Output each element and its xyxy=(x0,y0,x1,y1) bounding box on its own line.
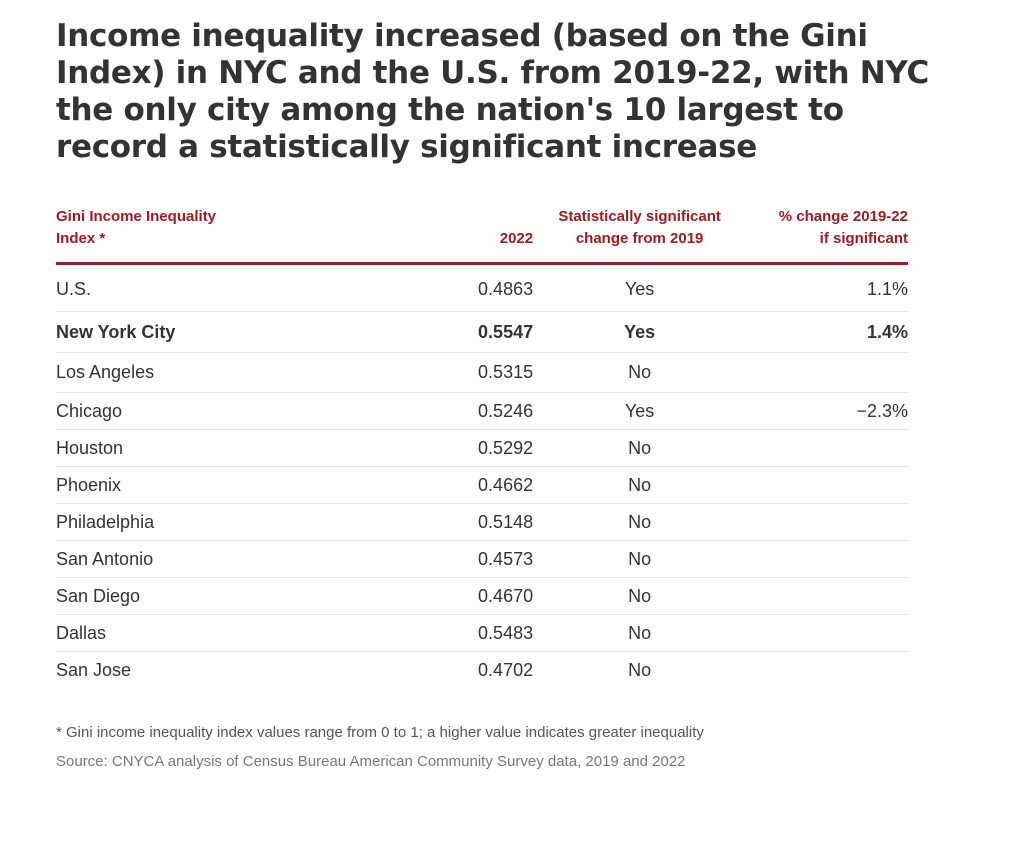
cell-significant: No xyxy=(533,466,747,504)
cell-name: Los Angeles xyxy=(56,352,312,393)
header-pct-line1: % change 2019-22 xyxy=(778,208,908,225)
header-sig-line1: Statistically significant xyxy=(558,208,721,225)
cell-pct-change: 1.1% xyxy=(746,263,908,312)
footnote: * Gini income inequality index values ra… xyxy=(56,724,704,741)
table-row: Philadelphia 0.5148 No xyxy=(56,503,908,541)
cell-pct-change xyxy=(746,503,908,541)
cell-value: 0.5246 xyxy=(311,392,534,430)
cell-pct-change xyxy=(746,466,908,504)
cell-pct-change xyxy=(746,614,908,652)
cell-significant: No xyxy=(628,659,652,680)
cell-pct-change xyxy=(746,577,908,615)
table-row: San Diego 0.4670 No xyxy=(56,577,908,615)
cell-value: 0.4702 xyxy=(478,659,534,680)
table-row: Phoenix 0.4662 No xyxy=(56,466,908,504)
header-sig-line2: change from 2019 xyxy=(575,230,704,247)
header-pct-line2: if significant xyxy=(819,230,908,247)
cell-name: U.S. xyxy=(56,263,312,312)
cell-significant: No xyxy=(533,614,747,652)
table-row: San Jose 0.4702 No xyxy=(56,652,908,689)
cell-pct-change xyxy=(746,429,908,467)
header-row: Gini Income Inequality Index * 2022 Stat… xyxy=(56,206,908,265)
header-name-line2: Index * xyxy=(56,230,106,247)
cell-significant: Yes xyxy=(533,263,747,312)
cell-significant: No xyxy=(533,352,747,393)
cell-name: Chicago xyxy=(56,392,312,430)
cell-pct-change xyxy=(746,540,908,578)
cell-significant: No xyxy=(533,577,747,615)
table-row: U.S. 0.4863 Yes 1.1% xyxy=(56,263,908,312)
cell-significant: No xyxy=(533,429,747,467)
cell-value: 0.4863 xyxy=(311,263,534,312)
cell-pct-change: −2.3% xyxy=(746,392,908,430)
cell-value: 0.5148 xyxy=(311,503,534,541)
cell-name: San Antonio xyxy=(56,540,312,578)
gini-table: Gini Income Inequality Index * 2022 Stat… xyxy=(56,206,908,688)
table-row: San Antonio 0.4573 No xyxy=(56,540,908,578)
table-row: Chicago 0.5246 Yes −2.3% xyxy=(56,392,908,430)
table-row: Dallas 0.5483 No xyxy=(56,614,908,652)
cell-value: 0.5315 xyxy=(311,352,534,393)
notes: * Gini income inequality index values ra… xyxy=(56,718,956,776)
header-value: 2022 xyxy=(311,206,534,265)
source-note: Source: CNYCA analysis of Census Bureau … xyxy=(56,753,686,770)
cell-name: Phoenix xyxy=(56,466,312,504)
cell-name: Houston xyxy=(56,429,312,467)
cell-name: San Jose xyxy=(56,659,132,680)
cell-value: 0.4670 xyxy=(311,577,534,615)
cell-value: 0.5292 xyxy=(311,429,534,467)
cell-value: 0.5483 xyxy=(311,614,534,652)
cell-significant: No xyxy=(533,540,747,578)
header-value-label: 2022 xyxy=(499,230,534,247)
cell-pct-change xyxy=(746,652,908,689)
table-body: U.S. 0.4863 Yes 1.1% New York City 0.5547 Yes 1… xyxy=(56,263,908,689)
header-significant: Statistically significant change from 20… xyxy=(533,206,747,265)
cell-significant: Yes xyxy=(533,311,747,353)
table-header: Gini Income Inequality Index * 2022 Stat… xyxy=(56,206,908,265)
cell-significant: No xyxy=(533,503,747,541)
table-row: New York City 0.5547 Yes 1.4% xyxy=(56,311,908,353)
cell-significant: Yes xyxy=(533,392,747,430)
header-name-line1: Gini Income Inequality xyxy=(56,208,217,225)
cell-pct-change: 1.4% xyxy=(746,311,908,353)
header-name: Gini Income Inequality Index * xyxy=(56,206,312,265)
cell-name: Philadelphia xyxy=(56,503,312,541)
chart-title: Income inequality increased (based on th… xyxy=(56,18,929,165)
cell-pct-change xyxy=(746,352,908,393)
cell-value: 0.5547 xyxy=(311,311,534,353)
cell-name: Dallas xyxy=(56,614,312,652)
table-row: Houston 0.5292 No xyxy=(56,429,908,467)
header-pct-change: % change 2019-22 if significant xyxy=(746,206,908,265)
cell-name: San Diego xyxy=(56,577,312,615)
cell-value: 0.4573 xyxy=(311,540,534,578)
cell-value: 0.4662 xyxy=(311,466,534,504)
table-row: Los Angeles 0.5315 No xyxy=(56,352,908,393)
cell-name: New York City xyxy=(56,311,312,353)
